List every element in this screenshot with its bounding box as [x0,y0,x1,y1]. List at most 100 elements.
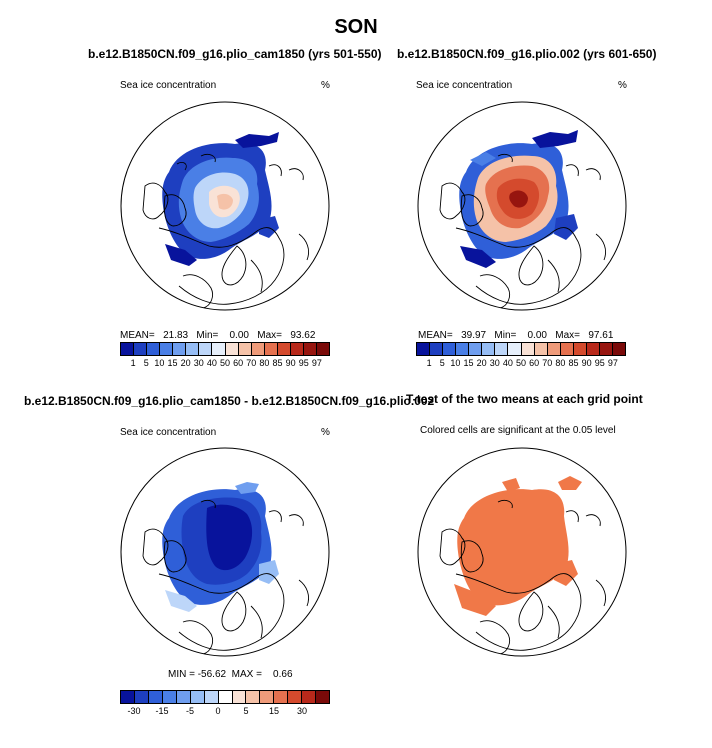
panel2-colorbar-swatch [456,343,470,355]
panel3-colorbar: -30 -15 -5 0 5 15 30 [120,690,330,718]
panel2-colorbar-tick-label: 30 [489,358,500,368]
panel1-colorbar-swatch [225,343,239,355]
panel3-colorbar-swatch [190,691,205,703]
panel1-colorbar-tick-label: 50 [219,358,231,368]
panel1-colorbar-tick-label: 70 [246,358,257,368]
panel3-colorbar-swatch [204,691,219,703]
panel1-stats: MEAN= 21.83 Min= 0.00 Max= 93.62 [120,330,316,341]
panel1-colorbar-swatch [199,343,213,355]
panel2-colorbar-tick-label: 95 [594,358,605,368]
panel1-colorbar-swatch [186,343,200,355]
panel2-colorbar-tick-label: 60 [529,358,540,368]
panel4-significance-field [454,476,582,616]
panel3-colorbar-tick-label: 30 [296,706,308,716]
panel1-colorbar-swatch [238,343,252,355]
panel2-map-border [417,101,627,311]
panel3-colorbar-swatch [162,691,177,703]
panel1-colorbar-swatch [121,343,135,355]
panel4-map-border [417,447,627,657]
panel2-colorbar: 1 5 10 15 20 30 40 50 60 70 80 85 90 95 97 [416,342,626,370]
panel2-colorbar-swatch [586,343,600,355]
panel2-colorbar-tick-label: 70 [542,358,553,368]
panel1-map-border [120,101,330,311]
panel2-colorbar-tick-label: 85 [568,358,579,368]
panel2-colorbar-tick-label: 50 [515,358,527,368]
panel1-colorbar: 1 5 10 15 20 30 40 50 60 70 80 85 90 95 97 [120,342,330,370]
panel3-title: b.e12.B1850CN.f09_g16.plio_cam1850 - b.e… [24,394,435,408]
panel3-coastlines [142,499,310,655]
panel2-ice-field [459,130,578,268]
panel2-colorbar-swatch [469,343,483,355]
panel1-units-label: % [321,80,330,91]
panel3-colorbar-swatch [134,691,149,703]
panel3-colorbar-swatch [176,691,191,703]
panel3-map-border [120,447,330,657]
panel1-colorbar-swatch [316,343,329,355]
panel3-colorbar-swatch [246,691,261,703]
panel3-stats: MIN = -56.62 MAX = 0.66 [168,669,293,680]
panel3-colorbar-swatch [260,691,275,703]
panel1-colorbar-swatch [147,343,161,355]
panel1-colorbar-tick-label: 5 [143,358,149,368]
panel1-colorbar-swatch [212,343,226,355]
panel2-title: b.e12.B1850CN.f09_g16.plio.002 (yrs 601-… [397,47,657,61]
panel1-colorbar-swatch [160,343,174,355]
panel3-map [120,447,330,657]
panel2-colorbar-swatch [495,343,509,355]
panel1-colorbar-tick-label: 95 [298,358,309,368]
panel2-colorbar-tick-label: 97 [607,358,618,368]
panel1-colorbar-tick-label: 40 [206,358,217,368]
panel3-colorbar-swatch [316,691,330,703]
panel2-colorbar-swatch [508,343,522,355]
panel3-variable-label: Sea ice concentration [120,427,217,438]
panel1-colorbar-tick-label: 30 [193,358,204,368]
panel2-colorbar-tick-label: 1 [426,358,432,368]
panel2-colorbar-swatch [547,343,561,355]
panel2-coastlines [439,153,607,309]
panel1-title: b.e12.B1850CN.f09_g16.plio_cam1850 (yrs … [88,47,382,61]
panel2-colorbar-tick-label: 40 [502,358,513,368]
panel2-units-label: % [618,80,627,91]
panel1-colorbar-swatch [303,343,317,355]
panel3-colorbar-tick-label: -15 [155,706,169,716]
panel4-subtitle: Colored cells are significant at the 0.0… [420,425,616,436]
panel1-colorbar-tick-label: 10 [154,358,165,368]
panel2-colorbar-swatch [560,343,574,355]
panel3-colorbar-swatch [148,691,163,703]
panel2-colorbar-swatch [430,343,444,355]
panel1-colorbar-swatch [264,343,278,355]
panel3-difference-field [162,482,279,612]
panel2-colorbar-swatch [534,343,548,355]
panel3-colorbar-swatch [218,691,233,703]
panel3-colorbar-swatch [302,691,317,703]
panel2-colorbar-swatch [417,343,431,355]
panel2-colorbar-tick-label: 5 [439,358,445,368]
panel1-map [120,101,330,311]
panel2-colorbar-swatch [573,343,587,355]
panel4-title: T-test of the two means at each grid poi… [406,392,643,406]
panel2-variable-label: Sea ice concentration [416,80,513,91]
panel2-colorbar-swatch [482,343,496,355]
panel2-colorbar-swatch [599,343,613,355]
panel1-colorbar-tick-label: 15 [167,358,178,368]
panel2-colorbar-tick-label: 20 [476,358,487,368]
panel1-colorbar-tick-label: 90 [285,358,296,368]
panel1-colorbar-swatch [290,343,304,355]
panel1-coastlines [142,153,310,309]
panel4-map [417,447,627,657]
panel2-colorbar-tick-label: 90 [581,358,592,368]
panel3-colorbar-swatch [274,691,289,703]
panel1-colorbar-tick-label: 1 [130,358,136,368]
panel3-colorbar-swatch [121,691,135,703]
panel3-colorbar-tick-label: 0 [215,706,221,716]
panel1-colorbar-swatch [173,343,187,355]
panel1-colorbar-swatch [251,343,265,355]
panel3-colorbar-tick-label: 15 [268,706,280,716]
panel1-colorbar-swatch [277,343,291,355]
panel3-colorbar-tick-label: 5 [243,706,249,716]
panel1-colorbar-tick-label: 20 [180,358,191,368]
panel2-colorbar-swatch [612,343,625,355]
panel3-colorbar-tick-label: -5 [185,706,194,716]
panel3-colorbar-swatch [288,691,303,703]
panel1-variable-label: Sea ice concentration [120,80,217,91]
